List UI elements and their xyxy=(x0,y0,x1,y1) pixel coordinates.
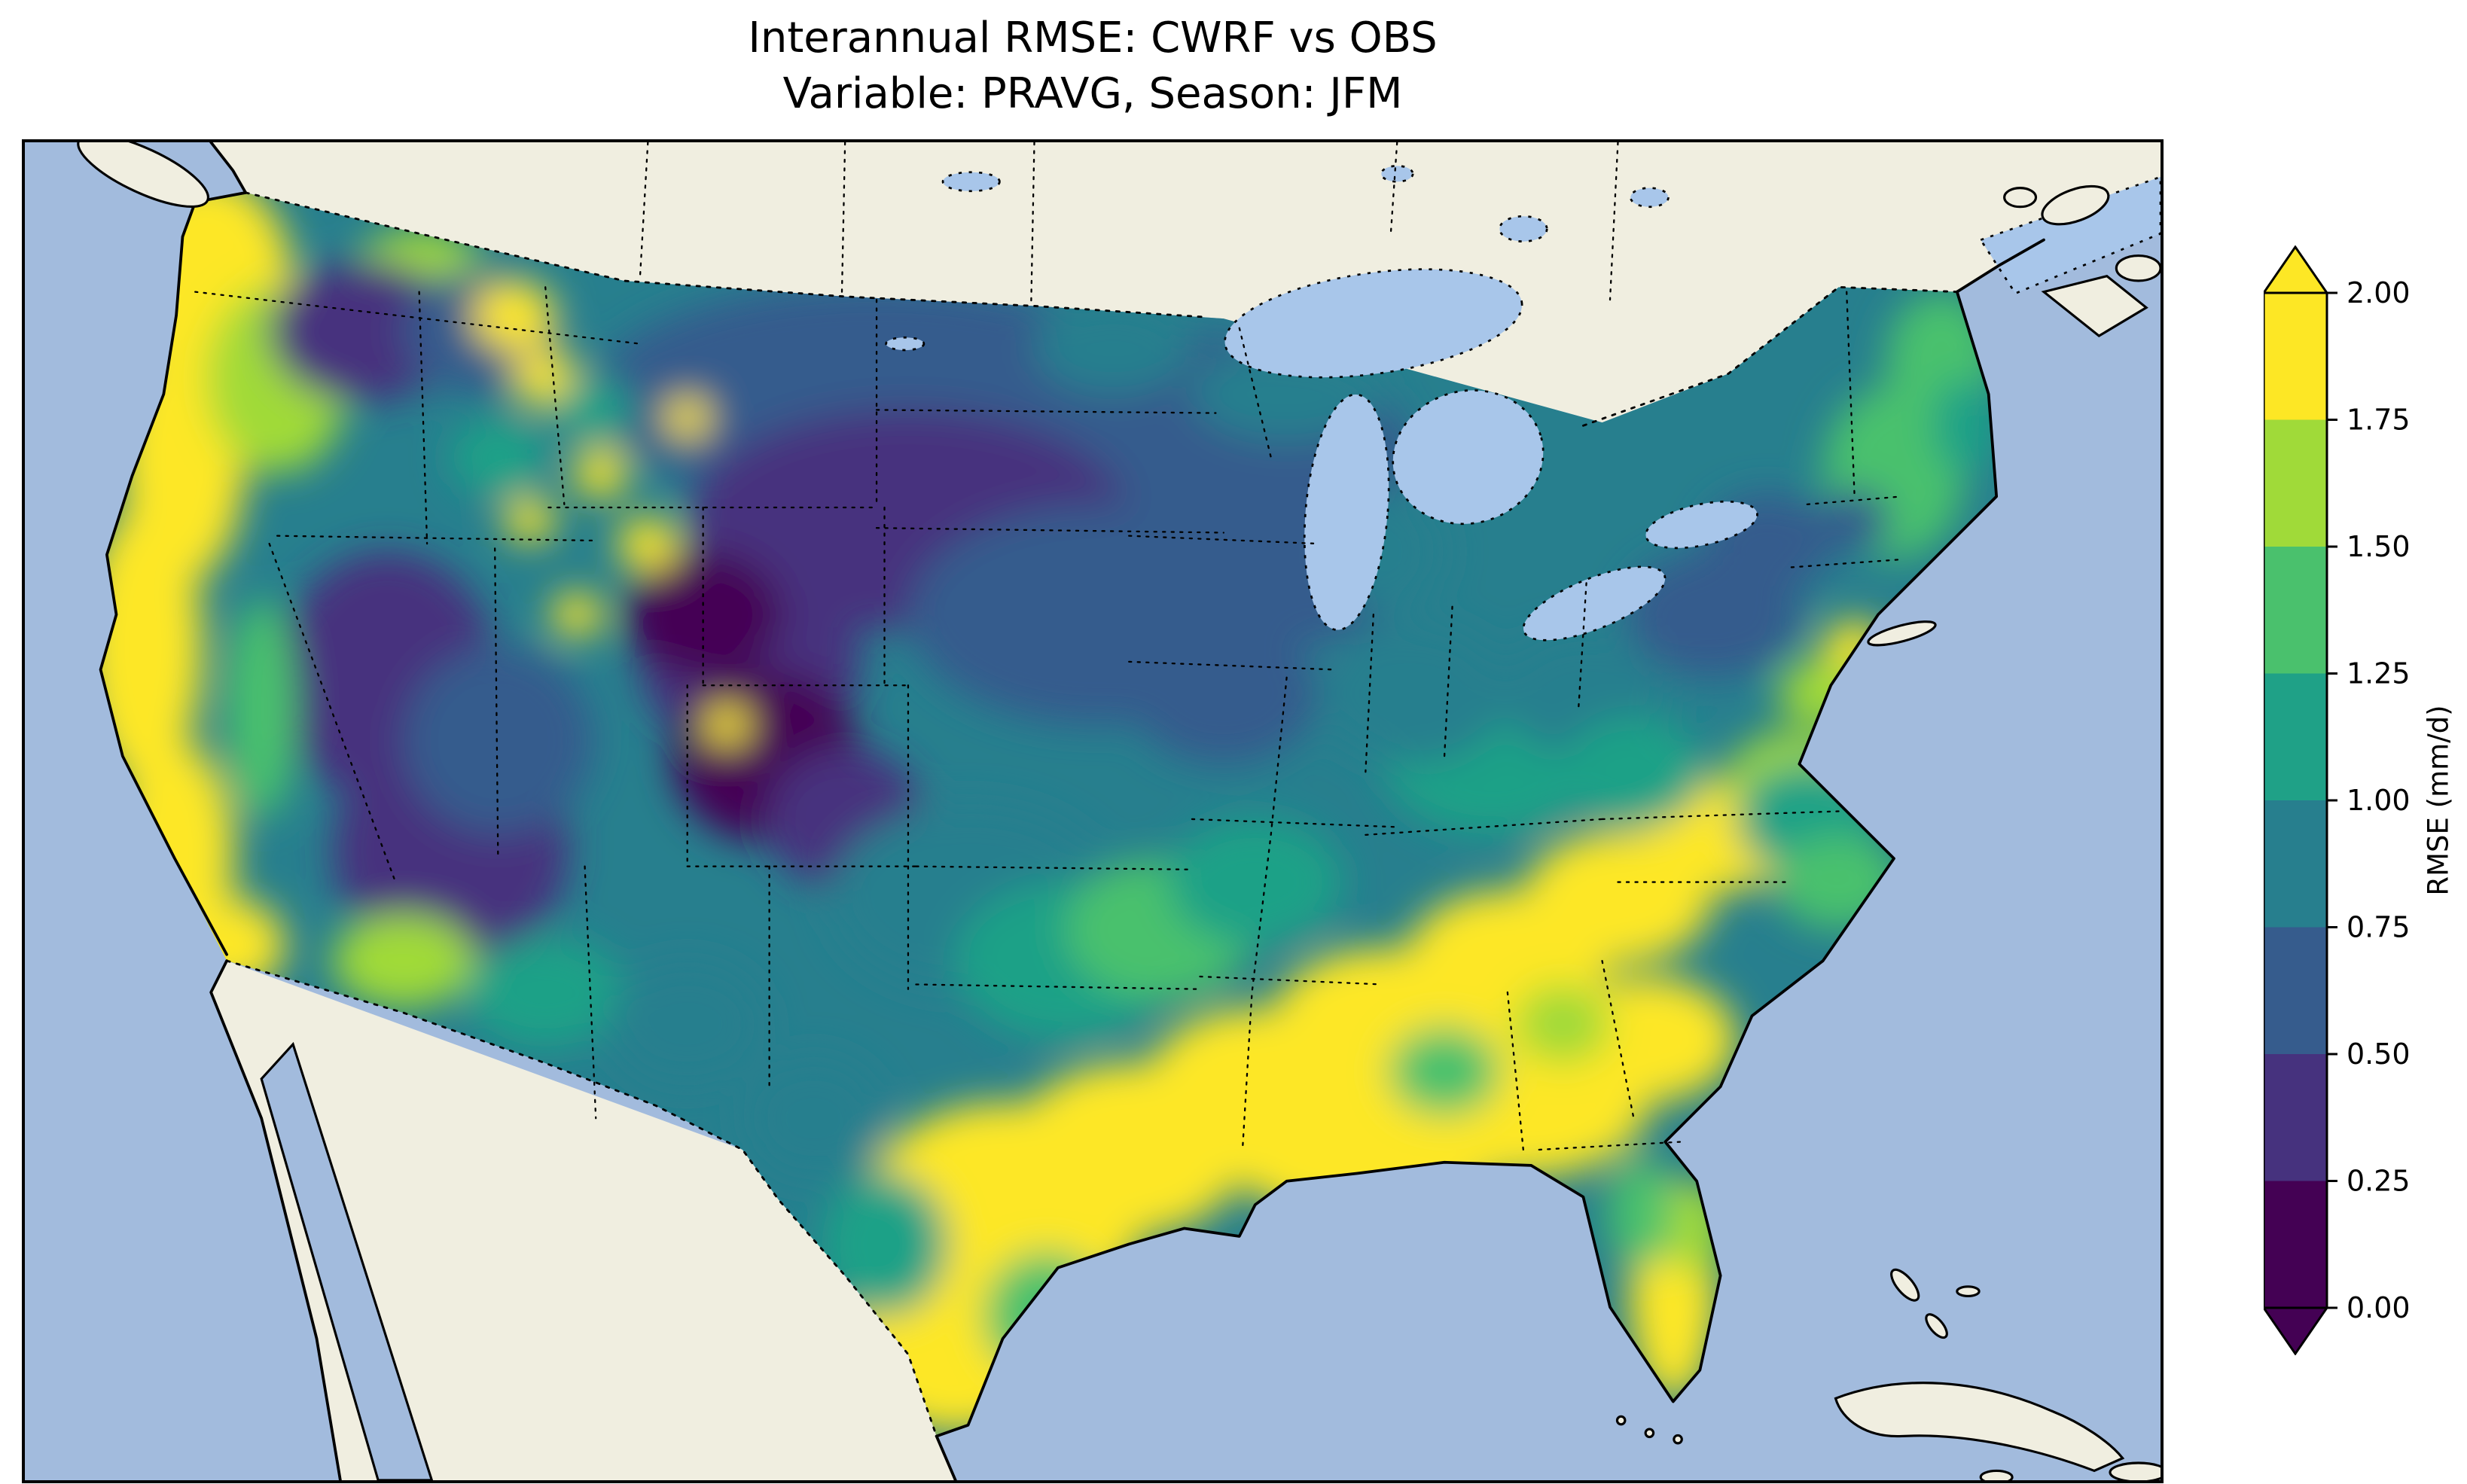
colorbar-tick-label: 0.00 xyxy=(2347,1291,2411,1324)
lake-ontario xyxy=(1645,500,1758,550)
colorbar-extend-top xyxy=(2264,245,2329,294)
vancouver-island xyxy=(77,142,209,208)
colorbar-tick-label: 0.50 xyxy=(2347,1038,2411,1071)
canada-landmass xyxy=(211,142,2161,423)
gulf-of-california xyxy=(260,1041,434,1480)
colorbar-tick-label: 2.00 xyxy=(2347,276,2411,309)
figure-title-line2: Variable: PRAVG, Season: JFM xyxy=(782,69,1403,118)
colorbar-extend-bottom xyxy=(2264,1306,2329,1355)
islands xyxy=(77,142,2161,1480)
us-rmse-map xyxy=(25,142,2161,1480)
mexico-landmass xyxy=(211,961,956,1480)
colorbar-tick-label: 1.75 xyxy=(2347,404,2411,437)
st-lawrence xyxy=(1979,175,2161,295)
colorbar-tick-marks xyxy=(2327,291,2337,1309)
bahamas xyxy=(1890,1268,1920,1302)
colorbar-label: RMSE (mm/d) xyxy=(2422,705,2455,896)
coastlines xyxy=(99,142,2045,1480)
long-island xyxy=(1867,620,1937,647)
map-panel xyxy=(22,139,2164,1483)
small-lakes xyxy=(885,164,2161,352)
figure-title: Interannual RMSE: CWRF vs OBS Variable: … xyxy=(22,11,2164,122)
lake-superior xyxy=(1224,268,1523,379)
colorbar-tick-label: 0.75 xyxy=(2347,911,2411,944)
colorbar-tick-label: 0.25 xyxy=(2347,1165,2411,1198)
state-borders xyxy=(194,142,1903,1151)
great-lakes xyxy=(1224,268,1758,641)
nova-scotia xyxy=(2041,274,2148,338)
colorbar-segments xyxy=(2264,293,2327,1308)
cuba xyxy=(1834,1382,2125,1473)
colorbar: 2.00 1.75 1.50 1.25 1.00 0.75 0.50 0.25 … xyxy=(2264,245,2411,1355)
colorbar-tick-label: 1.25 xyxy=(2347,657,2411,690)
lake-huron xyxy=(1392,389,1545,526)
figure-title-line1: Interannual RMSE: CWRF vs OBS xyxy=(748,14,1438,62)
colorbar-tick-label: 1.00 xyxy=(2347,784,2411,817)
colorbar-tick-labels: 2.00 1.75 1.50 1.25 1.00 0.75 0.50 0.25 … xyxy=(2347,276,2411,1324)
lake-michigan xyxy=(1303,393,1390,631)
lake-erie xyxy=(1522,565,1667,641)
colorbar-tick-label: 1.50 xyxy=(2347,530,2411,563)
florida-keys xyxy=(1615,1415,1627,1426)
national-borders xyxy=(225,191,1959,1437)
